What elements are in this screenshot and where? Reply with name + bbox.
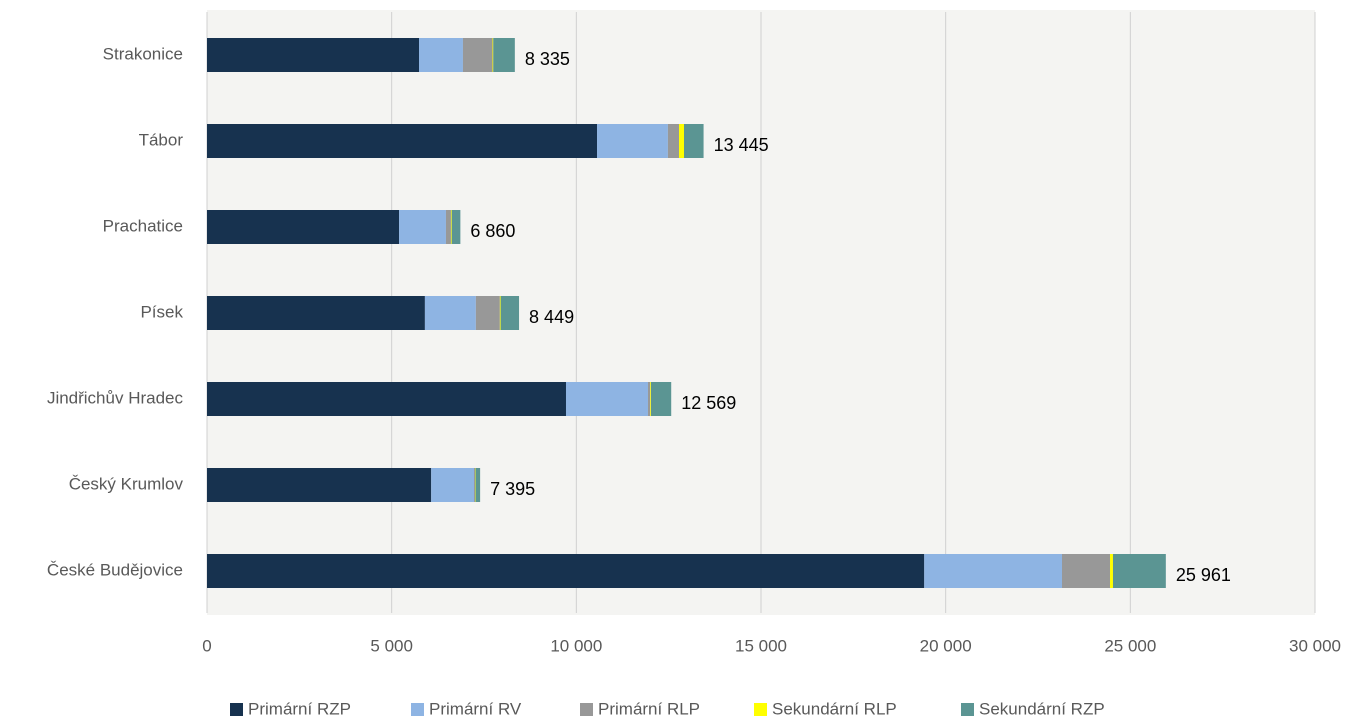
x-tick-label: 30 000 [1289, 636, 1341, 655]
legend-swatch [961, 703, 974, 716]
bar-segment [650, 382, 672, 416]
bar-segment [683, 124, 704, 158]
y-tick-label: Tábor [139, 130, 184, 149]
bar-segment [1112, 554, 1166, 588]
total-label: 8 449 [529, 307, 574, 327]
x-tick-label: 5 000 [370, 636, 413, 655]
x-tick-label: 25 000 [1104, 636, 1156, 655]
bar-segment [500, 296, 520, 330]
total-label: 12 569 [681, 393, 736, 413]
x-tick-label: 10 000 [550, 636, 602, 655]
total-label: 8 335 [525, 49, 570, 69]
bar-segment [565, 382, 648, 416]
legend-swatch [230, 703, 243, 716]
bar-segment [450, 210, 452, 244]
bar-segment [475, 296, 500, 330]
bar-segment [207, 554, 925, 588]
x-tick-label: 15 000 [735, 636, 787, 655]
legend-swatch [754, 703, 767, 716]
bar-segment [207, 124, 598, 158]
bar-segment [679, 124, 684, 158]
y-tick-label: Písek [140, 302, 183, 321]
bar-segment [647, 382, 651, 416]
legend-label: Primární RLP [598, 699, 700, 718]
legend-label: Primární RZP [248, 699, 351, 718]
bar-segment [1062, 554, 1111, 588]
legend-swatch [411, 703, 424, 716]
bar-segment [597, 124, 668, 158]
x-tick-label: 20 000 [920, 636, 972, 655]
bar-segment [667, 124, 680, 158]
total-label: 7 395 [490, 479, 535, 499]
y-tick-label: Prachatice [103, 216, 183, 235]
y-tick-label: Český Krumlov [69, 474, 184, 493]
bar-segment [493, 38, 515, 72]
bar-segment [924, 554, 1063, 588]
bar-segment [445, 210, 451, 244]
y-tick-label: Jindřichův Hradec [47, 388, 184, 407]
total-label: 25 961 [1176, 565, 1231, 585]
bar-segment [207, 468, 432, 502]
legend-swatch [580, 703, 593, 716]
total-label: 13 445 [714, 135, 769, 155]
bar-segment [1110, 554, 1113, 588]
bar-segment [418, 38, 463, 72]
total-label: 6 860 [470, 221, 515, 241]
bar-segment [399, 210, 446, 244]
legend-label: Sekundární RZP [979, 699, 1105, 718]
bar-segment [492, 38, 494, 72]
bar-segment [499, 296, 501, 330]
bar-segment [207, 210, 400, 244]
bar-segment [207, 38, 419, 72]
legend-label: Sekundární RLP [772, 699, 897, 718]
bar-segment [207, 296, 425, 330]
bar-segment [424, 296, 476, 330]
legend-label: Primární RV [429, 699, 522, 718]
bar-segment [451, 210, 461, 244]
bar-segment [207, 382, 566, 416]
y-tick-label: České Budějovice [47, 560, 183, 579]
bar-segment [475, 468, 481, 502]
bar-segment [431, 468, 475, 502]
bar-segment [474, 468, 476, 502]
y-tick-label: Strakonice [103, 44, 183, 63]
x-tick-label: 0 [202, 636, 211, 655]
bar-segment [650, 382, 651, 416]
bar-segment [462, 38, 493, 72]
